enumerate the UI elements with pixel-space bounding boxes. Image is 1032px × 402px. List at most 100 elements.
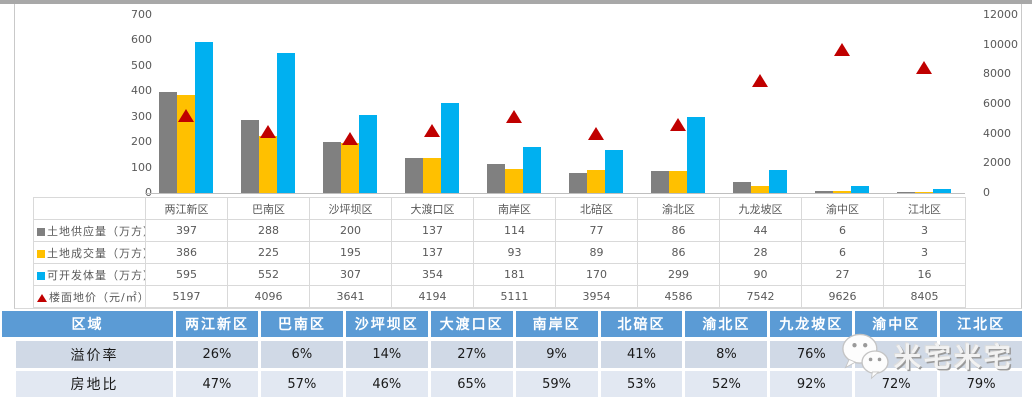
legend-table-row: 楼面地价（元/㎡） 5197 4096 3641 4194 5111 3954 4586 754…: [33, 285, 966, 308]
series-value-cell: 4586: [637, 285, 720, 308]
floor-price-triangle-icon: [178, 108, 194, 122]
right-axis-tick-label: 0: [983, 186, 990, 199]
left-axis-tick-label: 400: [131, 84, 152, 98]
summary-value-cell: 65%: [430, 371, 513, 397]
bar-supply: [405, 158, 423, 193]
summary-value-cell: 9%: [515, 341, 598, 368]
summary-value-cell: 41%: [600, 341, 683, 368]
summary-header-cell: 九龙坡区: [770, 311, 853, 337]
chart-data-table: 两江新区 巴南区 沙坪坝区 大渡口区 南岸区 北碚区 渝北区 九龙坡区 渝中区 江北区 土地供应量（…: [33, 197, 966, 308]
bar-supply: [815, 191, 833, 193]
floor-price-triangle-icon: [834, 43, 850, 57]
series-value-cell: 6: [801, 219, 884, 242]
series-value-cell: 90: [719, 263, 802, 286]
series-value-cell: 27: [801, 263, 884, 286]
bar-developable: [441, 103, 459, 193]
bar-deal: [833, 191, 851, 193]
bar-developable: [687, 117, 705, 193]
region-header-cell: 大渡口区: [391, 197, 474, 220]
left-axis-tick-label: 100: [131, 160, 152, 174]
bar-deal: [341, 143, 359, 193]
bar-supply: [241, 120, 259, 193]
summary-value-cell: 79%: [940, 371, 1023, 397]
legend-corner-cell: [33, 197, 146, 220]
series-label-cell: 土地成交量（万方）: [33, 241, 146, 264]
left-axis-tick-label: 700: [131, 8, 152, 21]
summary-value-cell: 46%: [345, 371, 428, 397]
legend-table-row: 土地成交量（万方） 386 225 195 137 93 89 86 28 6 3: [33, 241, 966, 264]
bar-developable: [851, 186, 869, 193]
series-value-cell: 114: [473, 219, 556, 242]
right-axis-tick-label: 8000: [983, 67, 1011, 81]
floor-price-triangle-icon: [588, 127, 604, 141]
legend-table-row: 土地供应量（万方） 397 288 200 137 114 77 86 44 6 3: [33, 219, 966, 242]
summary-header-cell: 区域: [2, 311, 173, 337]
series-value-cell: 3641: [309, 285, 392, 308]
series-value-cell: 86: [637, 219, 720, 242]
floor-price-triangle-icon: [916, 61, 932, 75]
bar-developable: [605, 150, 623, 193]
summary-table-header-row: 区域 两江新区 巴南区 沙坪坝区 大渡口区 南岸区 北碚区 渝北区 九龙坡区 渝中区 江北区: [2, 311, 1023, 337]
summary-value-cell: 76%: [770, 341, 853, 368]
series-label-cell: 楼面地价（元/㎡）: [33, 285, 146, 308]
series-value-cell: 8405: [883, 285, 966, 308]
floor-price-triangle-icon: [752, 74, 768, 88]
summary-header-cell: 大渡口区: [430, 311, 513, 337]
summary-value-cell: 26%: [176, 341, 258, 368]
summary-header-cell: 沙坪坝区: [345, 311, 428, 337]
summary-value-cell: [855, 341, 938, 368]
bar-developable: [195, 42, 213, 193]
series-value-cell: 595: [145, 263, 228, 286]
series-value-cell: 4096: [227, 285, 310, 308]
summary-value-cell: 6%: [260, 341, 343, 368]
series-value-cell: 288: [227, 219, 310, 242]
left-axis-tick-label: 0: [112, 186, 152, 200]
series-value-cell: 44: [719, 219, 802, 242]
floor-price-triangle-icon: [342, 131, 358, 145]
series-value-cell: 354: [391, 263, 474, 286]
region-header-cell: 两江新区: [145, 197, 228, 220]
bar-deal: [259, 136, 277, 193]
summary-header-cell: 北碚区: [600, 311, 683, 337]
series-label-cell: 可开发体量（万方）: [33, 263, 146, 286]
bar-developable: [933, 189, 951, 193]
series-label-cell: 土地供应量（万方）: [33, 219, 146, 242]
summary-value-cell: 92%: [770, 371, 853, 397]
window-top-edge: [0, 0, 1032, 4]
left-axis-tick-label: 300: [131, 109, 152, 123]
floor-price-triangle-icon: [670, 117, 686, 131]
region-header-cell: 北碚区: [555, 197, 638, 220]
bar-supply: [487, 164, 505, 193]
region-header-cell: 九龙坡区: [719, 197, 802, 220]
summary-header-cell: 渝中区: [855, 311, 938, 337]
series-value-cell: 28: [719, 241, 802, 264]
series-value-cell: 3: [883, 241, 966, 264]
floor-price-triangle-icon: [260, 125, 276, 139]
series-value-cell: 77: [555, 219, 638, 242]
series-value-cell: 89: [555, 241, 638, 264]
bar-deal: [587, 170, 605, 193]
summary-value-cell: 57%: [260, 371, 343, 397]
region-header-row: 两江新区 巴南区 沙坪坝区 大渡口区 南岸区 北碚区 渝北区 九龙坡区 渝中区 江北区: [33, 197, 966, 220]
bar-supply: [159, 92, 177, 193]
left-axis-tick-label: 200: [131, 135, 152, 149]
region-header-cell: 江北区: [883, 197, 966, 220]
summary-value-cell: 27%: [430, 341, 513, 368]
region-header-cell: 渝中区: [801, 197, 884, 220]
bar-deal: [423, 158, 441, 193]
right-axis-tick-label: 2000: [983, 156, 1011, 170]
summary-header-cell: 巴南区: [260, 311, 343, 337]
series-value-cell: 181: [473, 263, 556, 286]
bar-deal: [915, 192, 933, 193]
series-value-cell: 137: [391, 219, 474, 242]
left-axis-tick-label: 600: [131, 33, 152, 47]
series-value-cell: 386: [145, 241, 228, 264]
summary-header-cell: 南岸区: [515, 311, 598, 337]
bar-developable: [359, 115, 377, 193]
summary-value-cell: 14%: [345, 341, 428, 368]
bar-developable: [523, 147, 541, 193]
legend-table-row: 可开发体量（万方） 595 552 307 354 181 170 299 90 27 16: [33, 263, 966, 286]
summary-row-label: 房地比: [16, 371, 173, 397]
series-value-cell: 4194: [391, 285, 474, 308]
summary-header-cell: 两江新区: [176, 311, 258, 337]
